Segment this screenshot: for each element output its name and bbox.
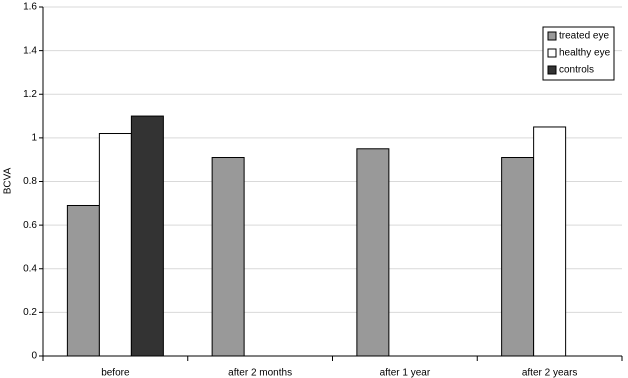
bar (533, 126, 567, 357)
y-tick-label: 0.2 (23, 307, 37, 318)
bar (356, 148, 390, 357)
x-tick-label: after 2 years (522, 368, 578, 378)
x-tick-label: after 1 year (380, 368, 431, 378)
legend-label: treated eye (559, 31, 609, 42)
x-tick-label: after 2 months (228, 368, 292, 378)
bar (66, 204, 100, 357)
y-tick-label: 0.6 (23, 220, 37, 231)
legend-label: controls (559, 65, 594, 76)
legend-swatch (547, 31, 557, 41)
bar (501, 157, 535, 357)
y-tick-label: 0 (31, 351, 37, 362)
y-tick-label: 1.4 (23, 45, 37, 56)
x-tick-label: before (101, 368, 130, 378)
bar (130, 115, 164, 357)
bar (211, 157, 245, 357)
y-tick-label: 1 (31, 133, 37, 144)
y-tick-label: 1.6 (23, 2, 37, 13)
y-tick-label: 0.4 (23, 263, 37, 274)
legend-label: healthy eye (559, 48, 611, 59)
y-tick-label: 0.8 (23, 176, 37, 187)
y-tick-label: 1.2 (23, 89, 37, 100)
y-axis-label: BCVA (3, 167, 14, 194)
legend-swatch (547, 48, 557, 58)
bar (98, 133, 132, 357)
legend-swatch (547, 65, 557, 75)
